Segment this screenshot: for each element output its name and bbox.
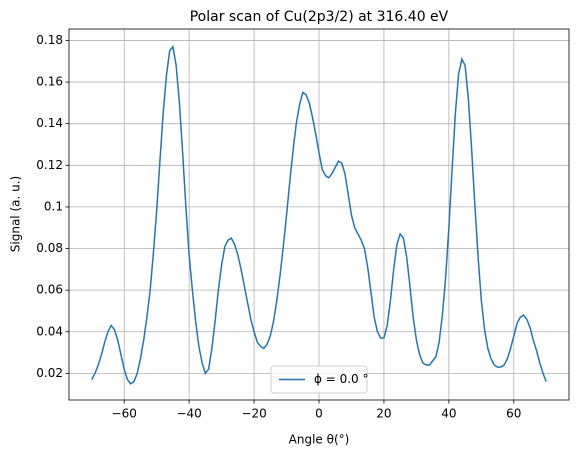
legend-label: ϕ = 0.0 ° [314, 372, 369, 386]
legend-box [270, 365, 368, 394]
x-tick-label: −20 [241, 407, 266, 421]
y-tick-label: 0.08 [36, 241, 63, 255]
y-axis-label: Signal (a. u.) [9, 176, 23, 252]
x-tick-label: −60 [112, 407, 137, 421]
y-tick-label: 0.14 [36, 116, 63, 130]
x-axis-label: Angle θ(°) [289, 433, 350, 447]
x-tick-label: 20 [376, 407, 391, 421]
y-tick-label: 0.02 [36, 366, 63, 380]
x-tick-label: 0 [315, 407, 323, 421]
y-tick-label: 0.1 [44, 199, 63, 213]
x-tick-label: 40 [441, 407, 456, 421]
y-tick-label: 0.04 [36, 324, 63, 338]
x-tick-label: −40 [176, 407, 201, 421]
y-tick-label: 0.16 [36, 75, 63, 89]
y-tick-label: 0.12 [36, 158, 63, 172]
chart-title: Polar scan of Cu(2p3/2) at 316.40 eV [190, 9, 449, 25]
data-line [91, 44, 547, 385]
x-tick-label: 60 [506, 407, 521, 421]
y-tick-label: 0.06 [36, 283, 63, 297]
axes-frame [68, 28, 570, 401]
y-tick-label: 0.18 [36, 33, 63, 47]
